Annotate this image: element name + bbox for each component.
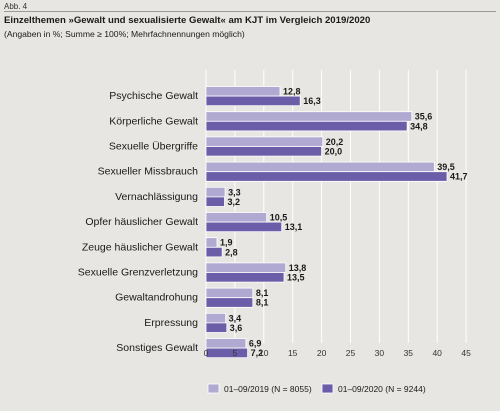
bar-2019	[205, 186, 226, 198]
value-label-2020: 13,1	[285, 222, 303, 232]
value-label-2020: 16,3	[303, 96, 321, 106]
bar-2019	[205, 161, 435, 173]
category-label: Sexuelle Grenzverletzung	[78, 267, 198, 279]
legend-label: 01–09/2019 (N = 8055)	[224, 384, 312, 394]
value-label-2020: 20,0	[325, 147, 343, 157]
x-tick-label: 20	[317, 348, 327, 358]
value-label-2019: 1,9	[220, 238, 233, 248]
value-label-2019: 13,8	[289, 263, 307, 273]
bar-2019	[205, 237, 218, 248]
x-tick-label: 30	[375, 348, 385, 358]
x-tick-label: 35	[404, 348, 414, 358]
category-label: Vernachlässigung	[115, 191, 198, 203]
bar-2020	[205, 347, 249, 359]
legend-swatch	[321, 383, 334, 394]
figure-label: Abb. 4	[4, 2, 28, 11]
value-label-2020: 2,8	[225, 247, 238, 257]
value-label-2019: 35,6	[415, 112, 433, 122]
bar-2019	[205, 136, 324, 147]
bar-2019	[205, 312, 227, 324]
bar-2020	[205, 272, 285, 283]
value-label-2019: 20,2	[326, 137, 344, 147]
category-label: Erpressung	[144, 317, 198, 329]
value-label-2019: 12,8	[283, 87, 301, 97]
header-rule	[4, 11, 496, 12]
value-label-2019: 3,3	[228, 187, 241, 197]
bar-2020	[205, 246, 223, 258]
bar-2019	[205, 338, 247, 349]
value-label-2019: 10,5	[270, 213, 288, 223]
value-label-2020: 34,8	[410, 121, 428, 131]
category-label: Sexuelle Übergriffe	[109, 141, 198, 153]
category-label: Psychische Gewalt	[109, 90, 198, 102]
legend-swatch	[207, 383, 220, 394]
bar-2020	[205, 95, 301, 107]
bar-2020	[205, 120, 408, 132]
x-tick-label: 10	[259, 348, 269, 358]
value-label-2019: 39,5	[437, 162, 455, 172]
x-tick-label: 5	[233, 348, 238, 358]
category-label: Körperliche Gewalt	[109, 115, 198, 127]
category-label: Opfer häuslicher Gewalt	[85, 216, 198, 228]
value-label-2020: 13,5	[287, 273, 305, 283]
x-tick-label: 45	[461, 348, 471, 358]
x-tick-label: 25	[346, 348, 356, 358]
value-label-2020: 3,2	[227, 197, 240, 207]
bar-2019	[205, 212, 268, 223]
value-label-2020: 41,7	[450, 172, 468, 182]
category-label: Sonstiges Gewalt	[116, 342, 198, 354]
x-tick-label: 40	[432, 348, 442, 358]
bar-2020	[205, 221, 283, 233]
bar-2019	[205, 111, 413, 122]
value-label-2020: 8,1	[256, 298, 269, 308]
value-label-2019: 8,1	[256, 288, 269, 298]
category-label: Zeuge häuslicher Gewalt	[82, 241, 198, 253]
value-label-2019: 6,9	[249, 339, 262, 349]
bar-2020	[205, 171, 448, 182]
bar-2019	[205, 86, 281, 97]
category-label: Gewaltandrohung	[115, 292, 198, 304]
bar-2020	[205, 196, 225, 207]
value-label-2019: 3,4	[229, 313, 242, 323]
value-label-2020: 7,2	[251, 348, 264, 358]
x-tick-label: 0	[204, 348, 209, 358]
category-label: Sexueller Missbrauch	[98, 166, 199, 178]
value-label-2020: 3,6	[230, 323, 243, 333]
bar-2020	[205, 322, 228, 333]
x-tick-label: 15	[288, 348, 298, 358]
bar-2019	[205, 287, 254, 299]
bar-2020	[205, 146, 322, 157]
bar-2019	[205, 262, 287, 273]
legend-label: 01–09/2020 (N = 9244)	[338, 384, 426, 394]
chart-title: Einzelthemen »Gewalt und sexualisierte G…	[4, 15, 371, 26]
bar-2020	[205, 297, 254, 308]
chart-subtitle: (Angaben in %; Summe ≥ 100%; Mehrfachnen…	[4, 29, 245, 39]
